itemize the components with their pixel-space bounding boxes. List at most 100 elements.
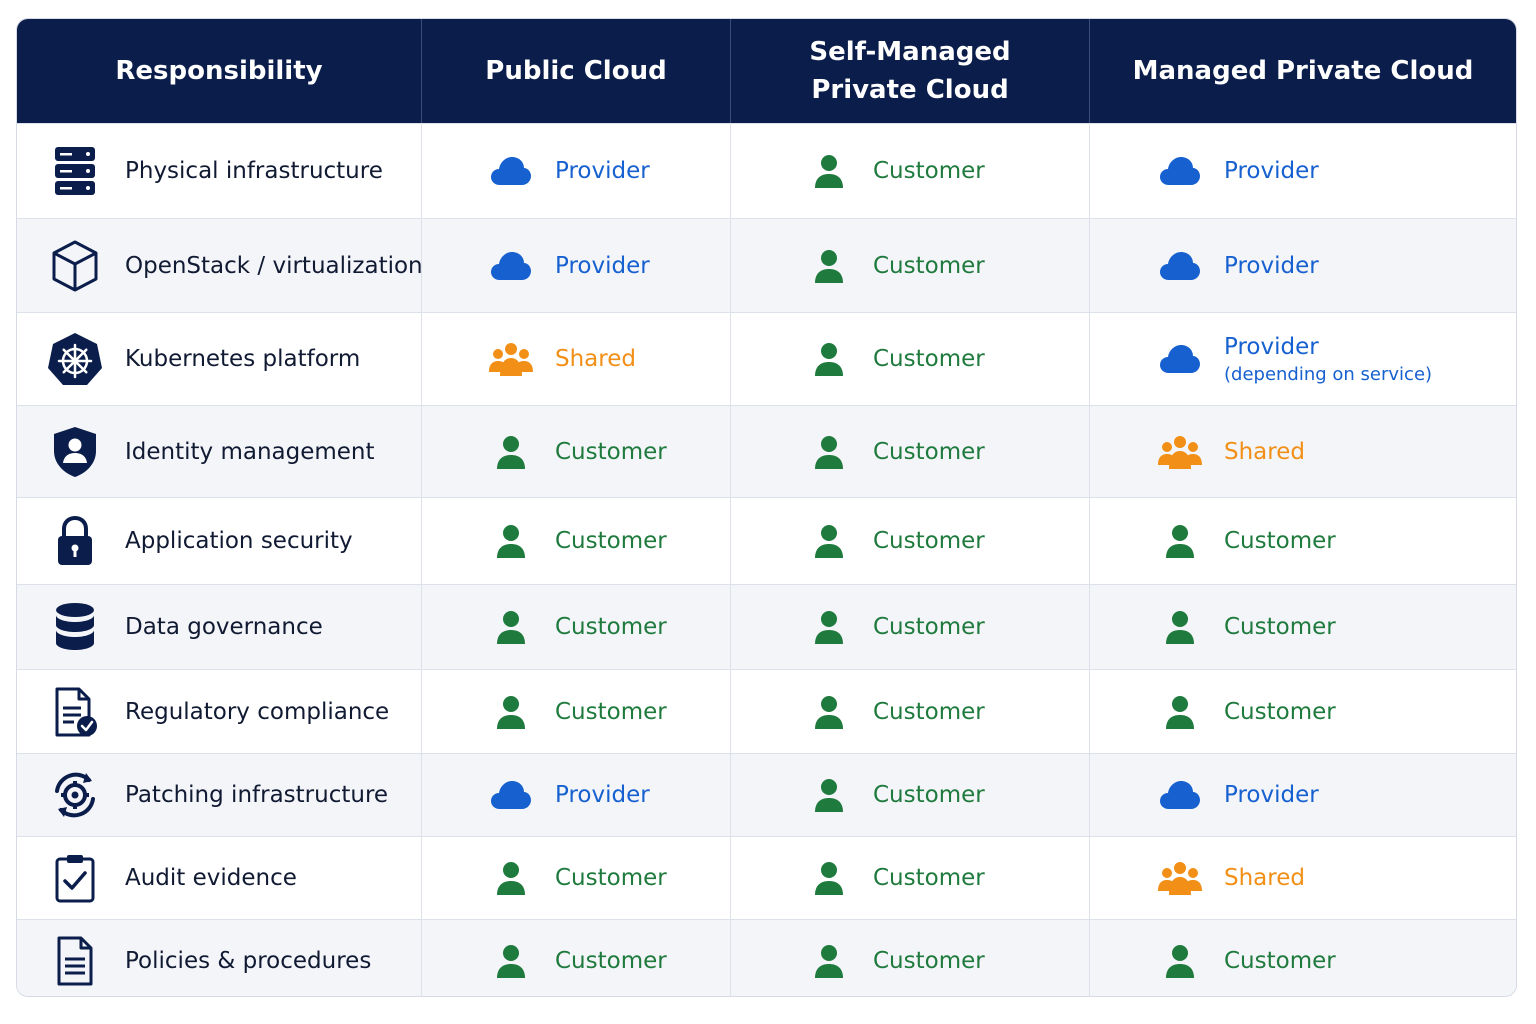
self-managed-cell: Customer — [731, 920, 1090, 996]
managed-private-cell: Shared — [1090, 406, 1516, 497]
cube-icon — [47, 238, 103, 294]
customer-label: Customer — [873, 782, 985, 808]
customer-label: Customer — [555, 698, 667, 725]
responsibility-label: Data governance — [125, 614, 323, 640]
customer-label: Customer — [1224, 614, 1336, 640]
document-icon — [47, 933, 103, 989]
self-managed-cell: Customer — [731, 498, 1090, 584]
provider-label: Provider — [555, 252, 650, 279]
public-cloud-cell: Customer — [422, 585, 731, 669]
person-icon — [489, 856, 533, 900]
responsibility-cell: Regulatory compliance — [17, 670, 422, 753]
table-row: Kubernetes platform Shared Customer Provide… — [17, 312, 1516, 405]
person-icon — [807, 149, 851, 193]
cloud-icon — [1158, 149, 1202, 193]
responsibility-label: Application security — [125, 528, 353, 554]
shared-label: Shared — [1224, 438, 1305, 465]
self-managed-cell: Customer — [731, 585, 1090, 669]
person-icon — [807, 939, 851, 983]
database-icon — [47, 599, 103, 655]
managed-private-cell: Customer — [1090, 498, 1516, 584]
cloud-icon — [489, 244, 533, 288]
managed-private-cell: Provider — [1090, 219, 1516, 312]
person-icon — [807, 430, 851, 474]
public-cloud-cell: Customer — [422, 670, 731, 753]
person-icon — [489, 939, 533, 983]
managed-private-cell: Customer — [1090, 670, 1516, 753]
table-row: Physical infrastructure Provider Customer P… — [17, 123, 1516, 218]
person-icon — [807, 519, 851, 563]
responsibility-cell: Policies & procedures — [17, 920, 422, 996]
group-icon — [489, 337, 533, 381]
self-managed-cell: Customer — [731, 313, 1090, 405]
cloud-icon — [489, 773, 533, 817]
managed-private-cell: Provider (depending on service) — [1090, 313, 1516, 405]
responsibility-label: Kubernetes platform — [125, 346, 361, 372]
customer-label: Customer — [873, 614, 985, 640]
responsibility-cell: Audit evidence — [17, 837, 422, 919]
customer-label: Customer — [873, 947, 985, 974]
provider-label: Provider — [1224, 158, 1319, 184]
person-icon — [489, 430, 533, 474]
table-row: Application security Customer Customer Cust… — [17, 497, 1516, 584]
responsibility-cell: Application security — [17, 498, 422, 584]
header-responsibility: Responsibility — [17, 19, 422, 123]
customer-label: Customer — [873, 252, 985, 279]
person-icon — [1158, 939, 1202, 983]
customer-label: Customer — [873, 528, 985, 554]
document-check-icon — [47, 684, 103, 740]
person-icon — [807, 244, 851, 288]
responsibility-cell: Identity management — [17, 406, 422, 497]
managed-private-cell: Customer — [1090, 920, 1516, 996]
cloud-icon — [1158, 244, 1202, 288]
person-icon — [489, 519, 533, 563]
responsibility-cell: Physical infrastructure — [17, 124, 422, 218]
table-row: Regulatory compliance Customer Customer Cus… — [17, 669, 1516, 753]
public-cloud-cell: Shared — [422, 313, 731, 405]
person-icon — [1158, 605, 1202, 649]
provider-label: Provider — [1224, 252, 1319, 279]
customer-label: Customer — [555, 614, 667, 640]
self-managed-cell: Customer — [731, 219, 1090, 312]
responsibility-label: Identity management — [125, 438, 375, 465]
public-cloud-cell: Provider — [422, 754, 731, 836]
table-header: Responsibility Public Cloud Self-Managed… — [17, 19, 1516, 123]
responsibility-label: Policies & procedures — [125, 947, 372, 974]
cloud-icon — [489, 149, 533, 193]
provider-label: Provider — [1224, 333, 1319, 360]
clipboard-check-icon — [47, 850, 103, 906]
customer-label: Customer — [555, 438, 667, 465]
table-row: Patching infrastructure Provider Customer P… — [17, 753, 1516, 836]
customer-label: Customer — [873, 698, 985, 725]
lock-icon — [47, 513, 103, 569]
table-row: Data governance Customer Customer Customer — [17, 584, 1516, 669]
cloud-icon — [1158, 337, 1202, 381]
self-managed-cell: Customer — [731, 124, 1090, 218]
provider-label: Provider — [1224, 782, 1319, 808]
responsibility-label: Audit evidence — [125, 865, 297, 891]
customer-label: Customer — [873, 346, 985, 372]
responsibility-label: Patching infrastructure — [125, 782, 389, 808]
public-cloud-cell: Provider — [422, 124, 731, 218]
person-icon — [1158, 690, 1202, 734]
person-icon — [489, 605, 533, 649]
self-managed-cell: Customer — [731, 670, 1090, 753]
table-row: OpenStack / virtualization Provider Custom… — [17, 218, 1516, 312]
person-icon — [807, 337, 851, 381]
self-managed-cell: Customer — [731, 406, 1090, 497]
header-managed-private-cloud: Managed Private Cloud — [1132, 56, 1474, 86]
group-icon — [1158, 856, 1202, 900]
customer-label: Customer — [1224, 528, 1336, 554]
shield-user-icon — [47, 424, 103, 480]
server-icon — [47, 143, 103, 199]
customer-label: Customer — [1224, 947, 1336, 974]
value-note: (depending on service) — [1224, 363, 1433, 385]
public-cloud-cell: Customer — [422, 920, 731, 996]
managed-private-cell: Customer — [1090, 585, 1516, 669]
customer-label: Customer — [873, 158, 985, 184]
customer-label: Customer — [555, 865, 667, 891]
customer-label: Customer — [873, 865, 985, 891]
header-public-cloud: Public Cloud — [422, 19, 731, 123]
managed-private-cell: Provider — [1090, 124, 1516, 218]
table-row: Identity management Customer Customer Share… — [17, 405, 1516, 497]
